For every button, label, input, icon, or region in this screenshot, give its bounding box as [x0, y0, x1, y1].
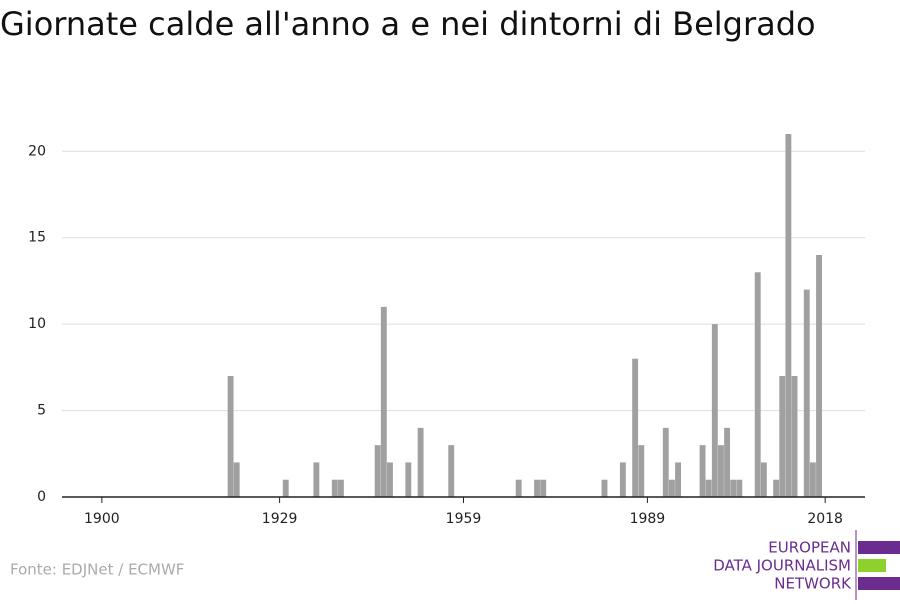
bar: [374, 445, 381, 497]
logo-text: EUROPEAN: [768, 539, 851, 557]
bar: [282, 479, 289, 497]
bar: [638, 445, 645, 497]
logo-text: DATA JOURNALISM: [713, 557, 851, 575]
bar: [718, 445, 724, 497]
bar: [809, 462, 816, 497]
x-tick-label: 1929: [262, 511, 298, 527]
bar: [331, 479, 338, 497]
bar: [662, 427, 669, 497]
bar: [632, 358, 639, 497]
logo-bar: [858, 541, 900, 554]
x-tick-label: 1900: [84, 511, 120, 527]
bar: [711, 324, 718, 497]
chart-title: Giornate calde all'anno a e nei dintorni…: [0, 5, 816, 43]
bar: [779, 376, 786, 497]
y-tick-label: 5: [37, 403, 46, 419]
y-tick-label: 10: [28, 316, 46, 332]
source: Fonte: EDJNet / ECMWF: [10, 561, 184, 579]
logo-text: NETWORK: [774, 575, 852, 593]
bar: [668, 479, 675, 497]
bar: [540, 479, 547, 497]
bar: [448, 445, 455, 497]
bar: [705, 479, 712, 497]
bar: [405, 462, 412, 497]
bar: [791, 376, 798, 497]
bar: [534, 479, 540, 497]
bar: [387, 462, 393, 497]
logo: EUROPEAN DATA JOURNALISM NETWORK: [713, 530, 900, 600]
bar: [619, 462, 626, 497]
x-tick-label: 1989: [630, 511, 666, 527]
bar: [785, 134, 792, 497]
y-tick-label: 20: [28, 143, 46, 159]
bar: [675, 462, 681, 497]
bar: [313, 462, 320, 497]
bar: [699, 445, 706, 497]
bar: [380, 306, 387, 497]
logo-bar: [858, 577, 900, 590]
x-tick-label: 1959: [446, 511, 482, 527]
bar: [816, 255, 822, 497]
bar: [760, 462, 767, 497]
bar: [730, 479, 737, 497]
bar: [601, 479, 608, 497]
y-tick-label: 0: [37, 489, 46, 505]
bar: [736, 479, 743, 497]
bar: [803, 289, 810, 497]
bar: [754, 272, 761, 497]
bar: [515, 479, 522, 497]
bar: [337, 479, 344, 497]
bar: [724, 427, 731, 497]
bar: [233, 462, 240, 497]
y-tick-label: 15: [28, 230, 46, 246]
logo-bar: [858, 559, 886, 572]
bar: [417, 427, 424, 497]
bar: [773, 479, 780, 497]
bar: [227, 376, 234, 497]
x-tick-label: 2018: [807, 511, 843, 527]
